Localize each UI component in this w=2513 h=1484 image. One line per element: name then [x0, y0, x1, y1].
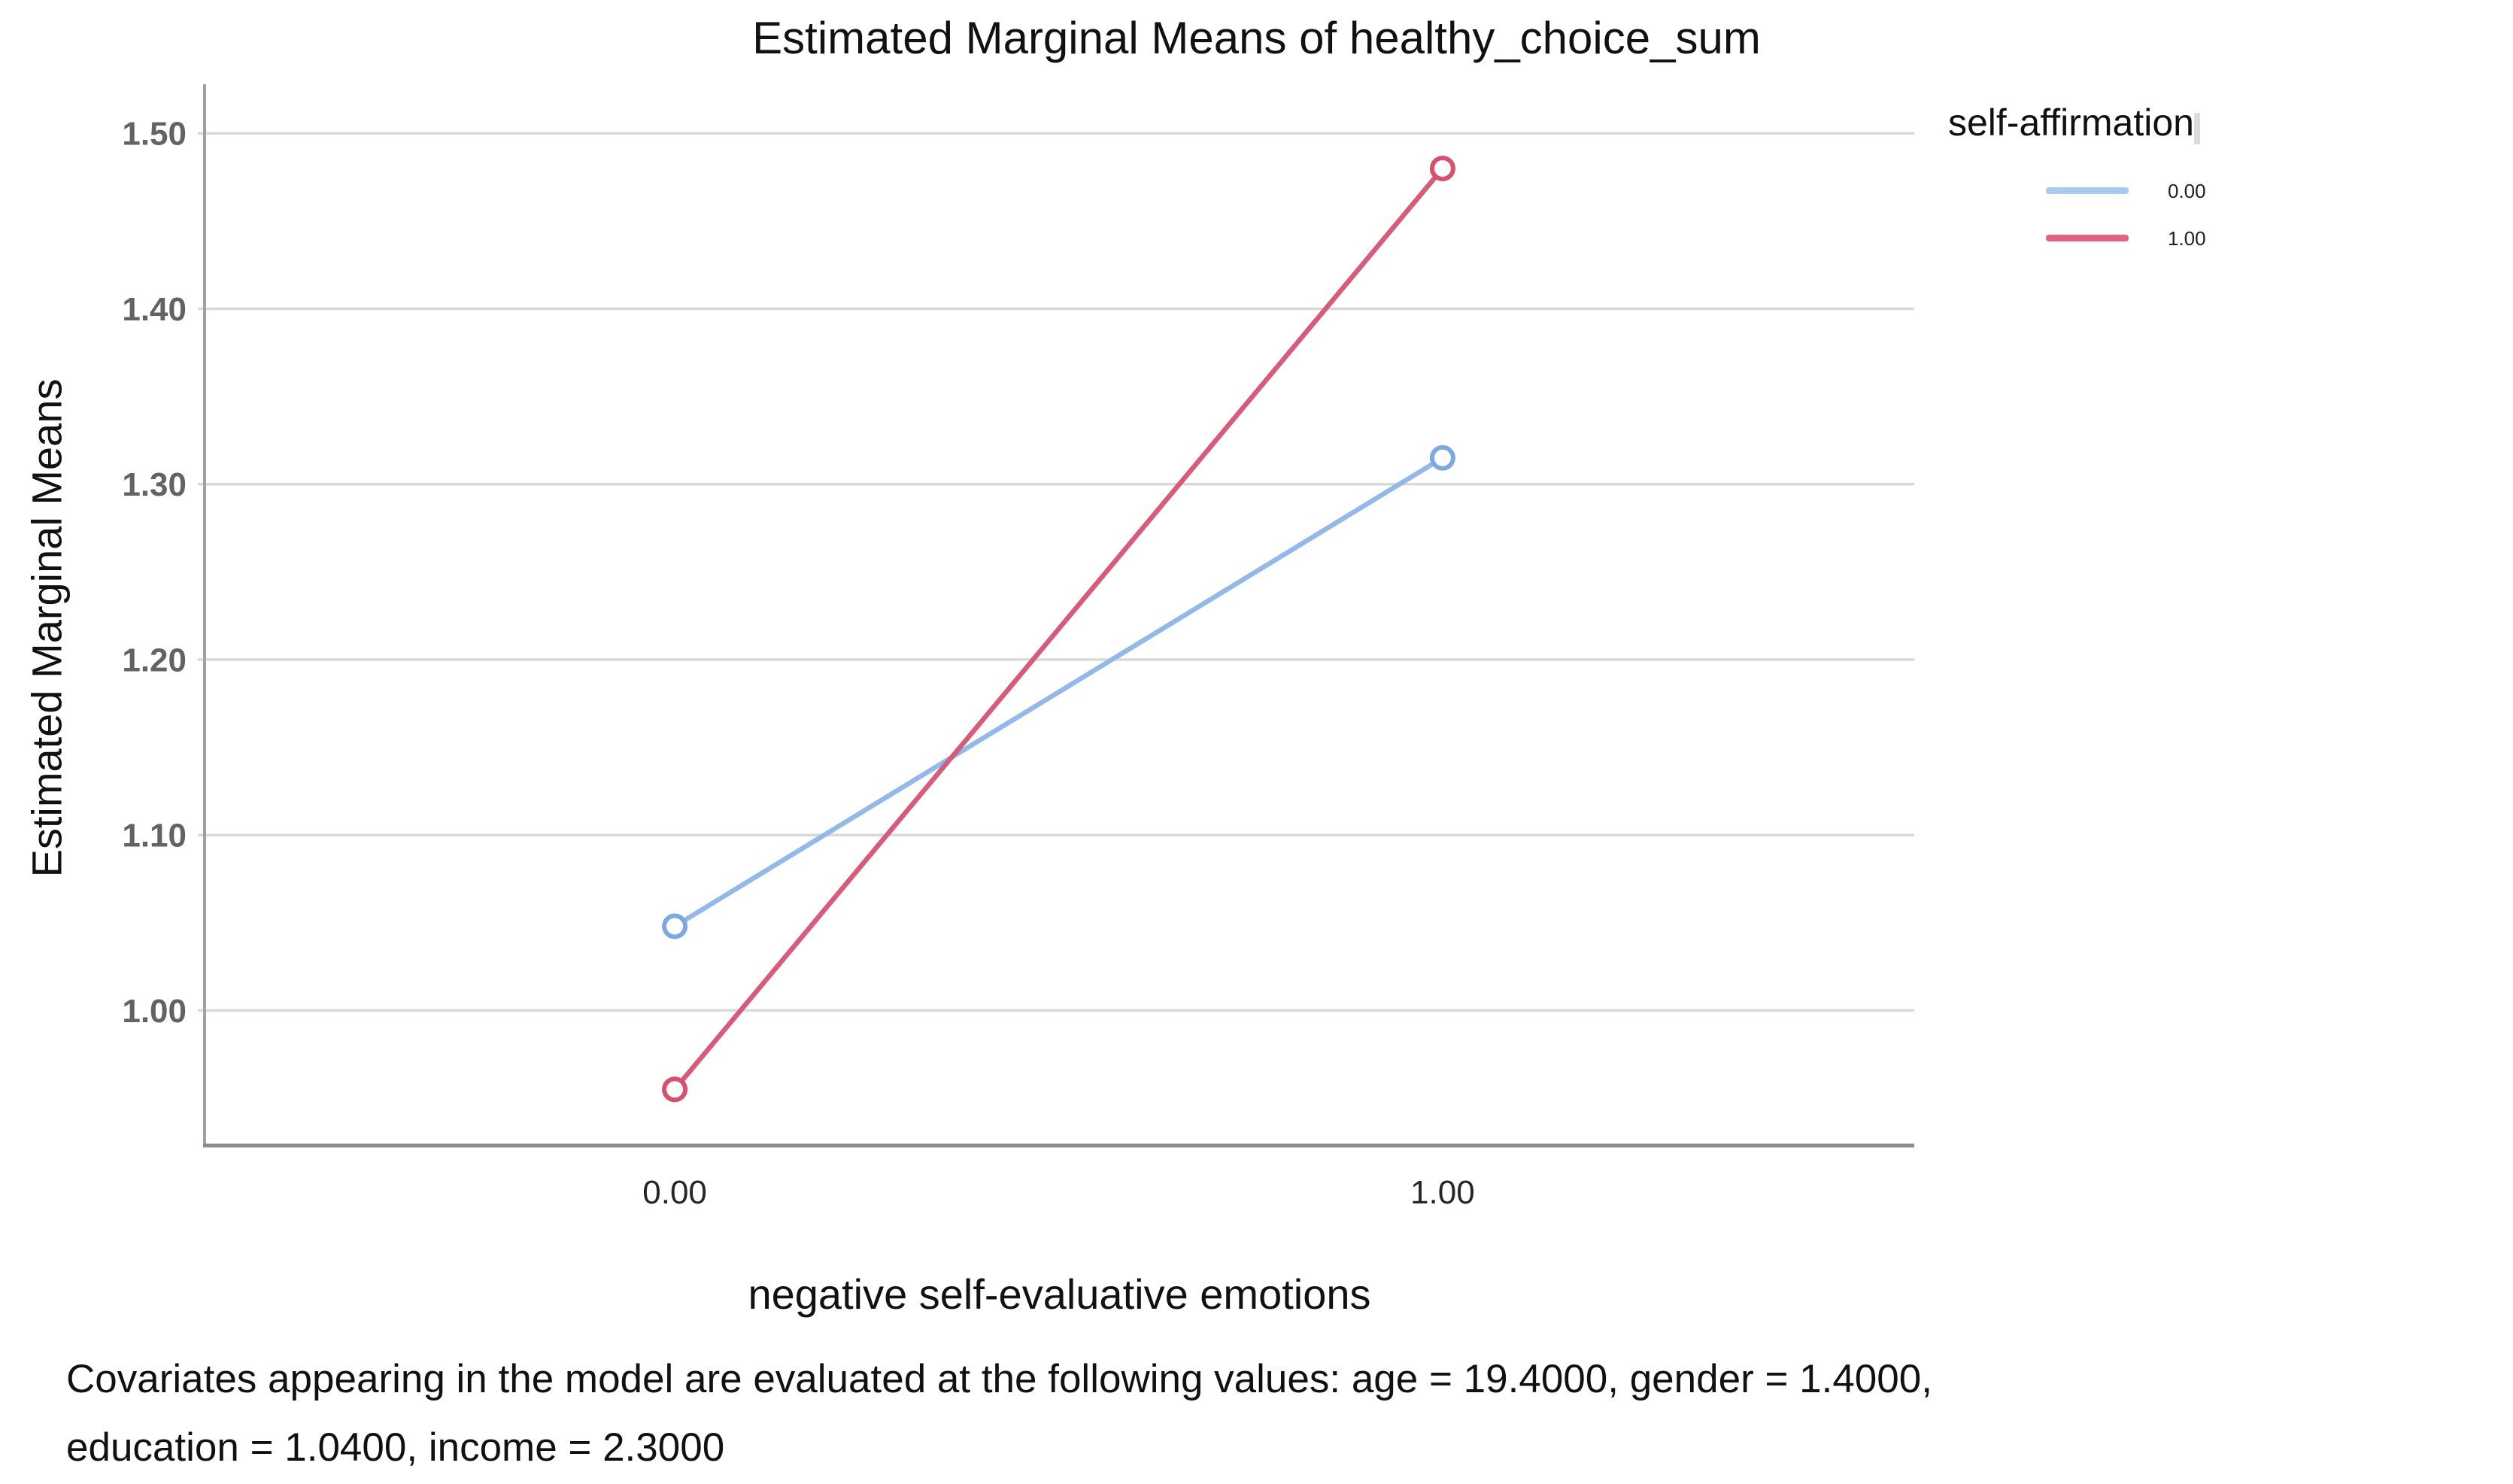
legend-line-swatch [2046, 235, 2129, 241]
legend-item-label: 1.00 [2168, 227, 2206, 250]
x-axis-title: negative self-evaluative emotions [748, 1270, 1371, 1318]
footnote-line: Covariates appearing in the model are ev… [66, 1357, 1932, 1401]
data-point-marker [662, 913, 688, 939]
footnote-line: education = 1.0400, income = 2.3000 [66, 1425, 725, 1470]
chart-title: Estimated Marginal Means of healthy_choi… [752, 13, 1761, 63]
y-tick-label: 1.10 [122, 818, 187, 854]
y-tick-label: 1.40 [122, 291, 187, 328]
series-line-0.00 [672, 455, 1446, 929]
legend-item-label: 0.00 [2168, 180, 2206, 202]
legend: self-affirmation 0.00 1.00 [1926, 0, 2317, 316]
data-point-marker [662, 1076, 688, 1103]
y-tick-label: 1.00 [122, 993, 187, 1030]
y-tick-label: 1.20 [122, 642, 187, 678]
x-tick-label: 0.00 [642, 1174, 707, 1211]
legend-title: self-affirmation [1948, 102, 2194, 144]
y-tick-label: 1.50 [122, 116, 187, 153]
x-tick-label: 1.00 [1410, 1174, 1475, 1211]
data-point-marker [1429, 155, 1455, 181]
y-tick-label: 1.30 [122, 466, 187, 503]
legend-item: 0.00 [1926, 181, 2317, 202]
legend-scrollbar-artifact [2194, 113, 2200, 144]
legend-item: 1.00 [1926, 228, 2317, 249]
covariates-footnote: Covariates appearing in the model are ev… [66, 1345, 2513, 1482]
data-point-marker [1429, 445, 1455, 471]
legend-line-swatch [2046, 187, 2129, 194]
series-line-1.00 [672, 165, 1446, 1092]
